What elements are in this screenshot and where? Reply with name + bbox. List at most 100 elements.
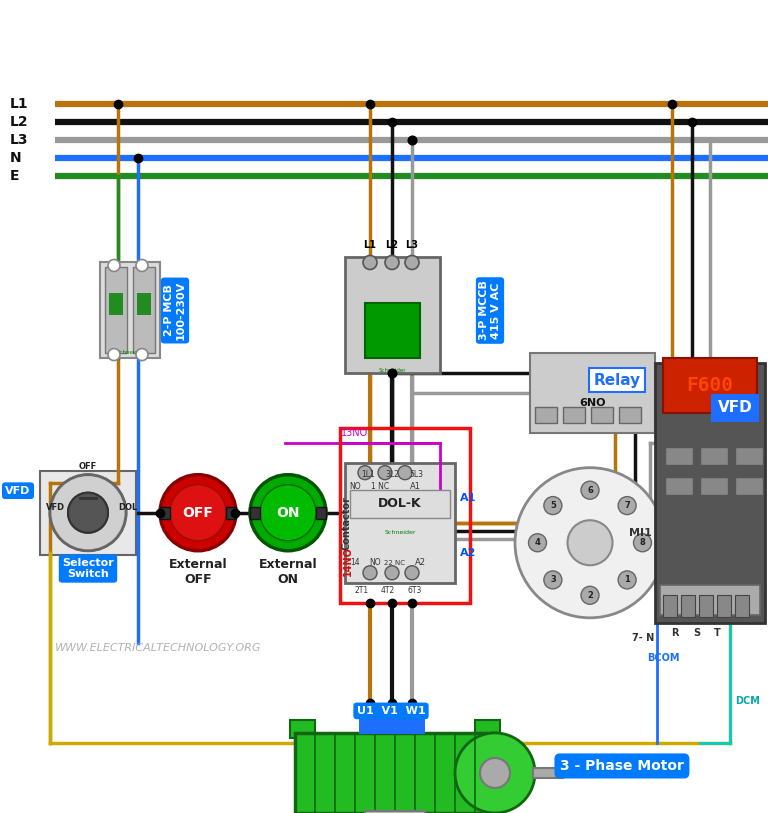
- Circle shape: [50, 475, 126, 550]
- Circle shape: [618, 497, 636, 515]
- Text: DCM: DCM: [735, 696, 760, 706]
- Circle shape: [385, 255, 399, 269]
- Circle shape: [405, 255, 419, 269]
- Circle shape: [515, 467, 665, 618]
- Bar: [533, 768, 563, 778]
- Text: U1: U1: [362, 721, 379, 731]
- Text: T: T: [713, 628, 720, 638]
- Text: 22 NC: 22 NC: [385, 560, 406, 566]
- Text: Power & Control Diagram of Auto/Manual Control of Motor Using VFD & DOL Starter: Power & Control Diagram of Auto/Manual C…: [0, 12, 768, 30]
- Bar: [105, 267, 127, 353]
- Text: 1: 1: [624, 576, 630, 585]
- Text: 13NO: 13NO: [341, 428, 369, 437]
- Text: L2: L2: [10, 115, 28, 129]
- Bar: [365, 811, 425, 813]
- Text: OFF: OFF: [183, 506, 214, 520]
- Bar: [160, 506, 170, 519]
- Text: R: R: [671, 628, 679, 638]
- Bar: [250, 506, 260, 519]
- Text: 4: 4: [535, 538, 541, 547]
- Bar: [700, 476, 728, 494]
- Bar: [530, 353, 655, 433]
- Circle shape: [170, 485, 226, 541]
- Text: 4T2: 4T2: [381, 586, 395, 595]
- Bar: [591, 406, 613, 423]
- Text: Schneider: Schneider: [384, 530, 415, 535]
- Text: MI1: MI1: [629, 528, 652, 537]
- Text: VFD: VFD: [717, 400, 753, 415]
- Circle shape: [528, 534, 547, 552]
- Bar: [663, 595, 677, 617]
- Text: 6T3: 6T3: [408, 586, 422, 595]
- Bar: [340, 428, 470, 602]
- Bar: [655, 363, 765, 623]
- Circle shape: [50, 475, 126, 550]
- Text: DOL: DOL: [118, 503, 137, 512]
- Circle shape: [363, 566, 377, 580]
- Text: OFF: OFF: [79, 462, 97, 471]
- Bar: [290, 720, 315, 738]
- Bar: [226, 506, 236, 519]
- Circle shape: [544, 571, 562, 589]
- Circle shape: [378, 466, 392, 480]
- Bar: [350, 489, 450, 518]
- Text: A1: A1: [409, 482, 421, 491]
- Text: 1L1: 1L1: [361, 470, 375, 479]
- Circle shape: [160, 475, 236, 550]
- Text: 5L3: 5L3: [409, 470, 423, 479]
- Text: U1  V1  W1: U1 V1 W1: [356, 706, 425, 716]
- Text: 7: 7: [624, 501, 630, 510]
- Text: L1: L1: [363, 241, 376, 250]
- Text: 3: 3: [550, 576, 556, 585]
- Bar: [665, 476, 693, 494]
- Text: Schneider: Schneider: [379, 367, 406, 372]
- Text: External
ON: External ON: [259, 558, 317, 585]
- Text: 1 NC: 1 NC: [371, 482, 389, 491]
- Text: 2: 2: [587, 591, 593, 600]
- Text: NO: NO: [369, 559, 381, 567]
- Text: External
OFF: External OFF: [169, 558, 227, 585]
- Text: S: S: [694, 628, 700, 638]
- Text: F600: F600: [687, 376, 733, 395]
- Text: VFD: VFD: [5, 485, 31, 496]
- Circle shape: [363, 255, 377, 269]
- Circle shape: [581, 481, 599, 499]
- Text: ON: ON: [276, 506, 300, 520]
- Text: 3 - Phase Motor: 3 - Phase Motor: [560, 759, 684, 773]
- Circle shape: [68, 493, 108, 533]
- Bar: [133, 267, 155, 353]
- Circle shape: [568, 520, 613, 565]
- Text: Contactor: Contactor: [342, 496, 352, 550]
- Bar: [665, 446, 693, 465]
- Bar: [735, 595, 749, 617]
- Text: Relay: Relay: [594, 372, 641, 388]
- Bar: [700, 446, 728, 465]
- Circle shape: [260, 485, 316, 541]
- Text: N: N: [10, 151, 22, 165]
- Text: L2: L2: [386, 241, 399, 250]
- Bar: [660, 585, 760, 615]
- Bar: [475, 720, 500, 738]
- Text: 3L2: 3L2: [385, 470, 399, 479]
- Circle shape: [108, 259, 120, 272]
- Circle shape: [634, 534, 651, 552]
- Text: 6: 6: [587, 485, 593, 494]
- Text: L3: L3: [10, 133, 28, 147]
- Text: BCOM: BCOM: [647, 653, 680, 663]
- Circle shape: [250, 475, 326, 550]
- Bar: [109, 293, 123, 315]
- Bar: [535, 406, 557, 423]
- Bar: [345, 258, 440, 372]
- Bar: [345, 463, 455, 583]
- Bar: [40, 471, 136, 554]
- Text: A1: A1: [460, 493, 476, 502]
- Bar: [681, 595, 695, 617]
- Text: W1: W1: [402, 721, 422, 731]
- Text: L1: L1: [10, 98, 28, 111]
- Text: NO: NO: [349, 482, 361, 491]
- Text: 14: 14: [350, 559, 360, 567]
- Circle shape: [385, 566, 399, 580]
- Circle shape: [480, 758, 510, 788]
- Circle shape: [108, 349, 120, 361]
- Bar: [365, 302, 420, 358]
